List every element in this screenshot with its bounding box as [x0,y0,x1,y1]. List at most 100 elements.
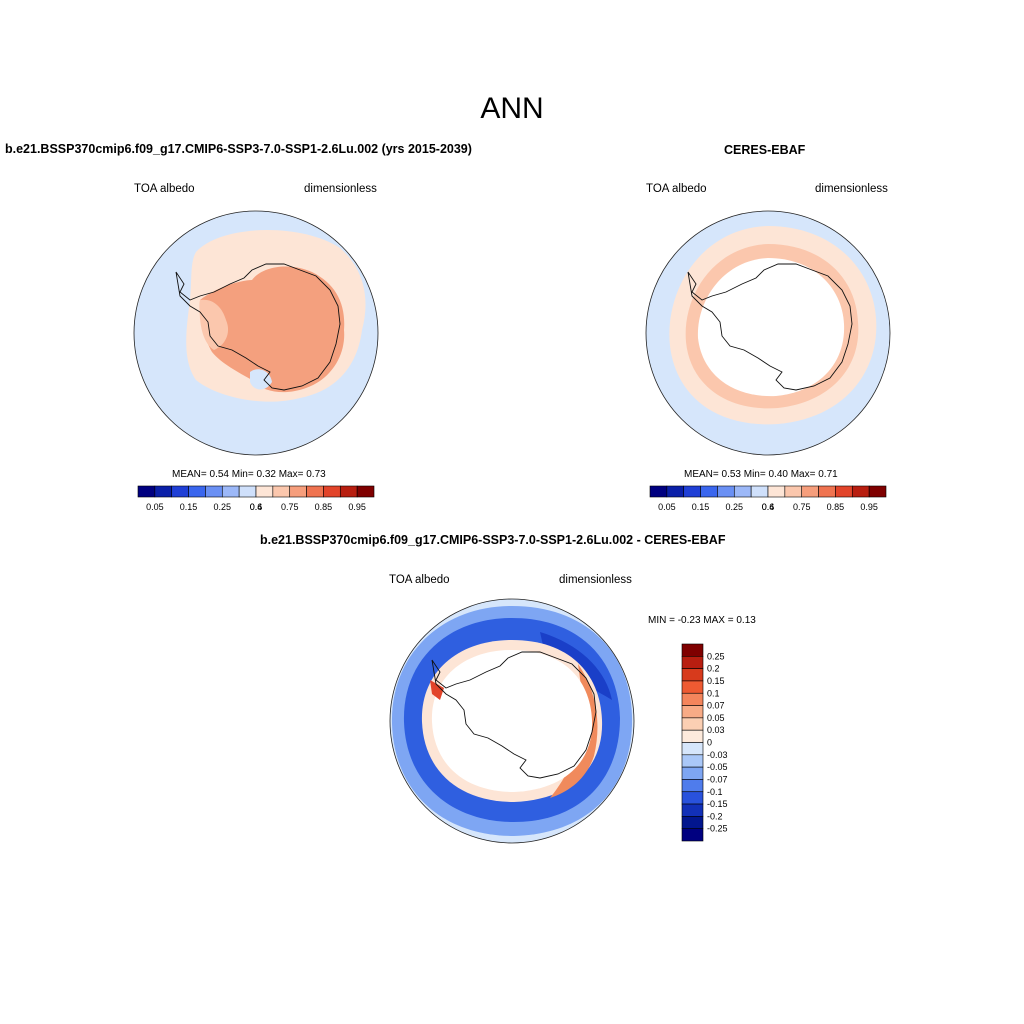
model-colorbar-tick-label: 0.75 [281,502,299,512]
obs-stats: MEAN= 0.53 Min= 0.40 Max= 0.71 [684,469,838,480]
diff-colorbar-tick-label: 0.05 [707,713,725,723]
obs-colorbar-tick-label: 0.6 [762,502,775,512]
diff-colorbar-tick-label: 0.1 [707,688,720,698]
obs-colorbar-tick-label: 0.85 [827,502,845,512]
model-colorbar-swatch [137,485,156,498]
obs-colorbar-swatch [733,485,752,498]
model-colorbar-swatch [289,485,307,498]
obs-colorbar-tick-label: 0.4 [762,502,775,512]
diff-units-label: dimensionless [559,574,632,586]
diff-map [389,598,635,844]
model-coastline [175,263,341,391]
diff-colorbar-swatch [681,803,704,817]
model-colorbar-swatch [238,485,257,498]
model-colorbar-tick-label: 0.4 [250,502,263,512]
obs-colorbar-swatch [868,485,887,498]
obs-units-label: dimensionless [815,183,888,195]
diff-colorbar-swatch [681,816,704,829]
model-stats: MEAN= 0.54 Min= 0.32 Max= 0.73 [172,469,326,480]
obs-colorbar-swatch [784,485,803,498]
diff-colorbar-tick-label: 0 [707,738,712,748]
diff-colorbar-swatch [681,828,704,842]
diff-colorbar-tick-label: 0.25 [707,651,725,661]
diff-colorbar-tick-label: -0.1 [707,787,723,797]
model-ross-sea-patch [250,369,272,390]
obs-colorbar-tick-label: 0.95 [860,502,878,512]
obs-colorbar-swatch [750,485,769,498]
obs-colorbar-tick-label: 0.75 [793,502,811,512]
obs-colorbar-swatch [666,485,685,498]
model-colorbar-swatch [339,485,358,498]
diff-colorbar-tick-label: 0.15 [707,676,725,686]
diff-colorbar-tick-label: -0.2 [707,811,723,821]
model-colorbar-tick-label: 0.05 [146,502,164,512]
diff-colorbar-swatch [681,742,704,756]
model-peninsula-band [199,299,229,350]
diff-colorbar-swatch [681,705,704,719]
obs-missing-data-region [697,258,845,397]
model-colorbar-swatch [356,485,375,498]
diff-colorbar-swatch [681,692,704,706]
model-colorbar-swatch [323,485,341,498]
diff-colorbar-tick-label: -0.25 [707,824,728,834]
diff-colorbar-tick-label: 0.03 [707,725,725,735]
obs-colorbar-swatch [835,485,853,498]
diff-colorbar-tick-label: 0.2 [707,664,720,674]
obs-colorbar-swatch [767,485,786,498]
model-colorbar-swatch [255,485,274,498]
diff-colorbar-swatch [681,717,704,731]
model-variable-label: TOA albedo [134,183,195,195]
model-colorbar-swatch [221,485,240,498]
model-colorbar-swatch [306,485,324,498]
obs-colorbar-tick-label: 0.05 [658,502,676,512]
model-colorbar-swatch [272,485,291,498]
diff-peninsula-positive [430,680,444,700]
model-colorbar-swatch [154,485,173,498]
model-map [133,210,379,456]
model-colorbar-swatch [205,485,223,498]
figure-title: ANN [480,92,544,125]
diff-colorbar-swatch [681,754,704,768]
diff-colorbar: 0.25 0.2 0.15 0.1 0.07 0.05 0.03 0 -0.03 -0.05 -0.… [681,643,728,842]
diff-variable-label: TOA albedo [389,574,450,586]
diff-colorbar-swatch [681,766,704,780]
diff-panel-title: b.e21.BSSP370cmip6.f09_g17.CMIP6-SSP3-7.… [260,533,726,547]
diff-colorbar-tick-label: -0.03 [707,750,728,760]
obs-colorbar-swatch [683,485,701,498]
obs-colorbar-swatch [801,485,819,498]
obs-map-boundary [645,210,891,456]
model-colorbar-swatch [171,485,189,498]
obs-colorbar: 0.05 0.15 0.25 0.40.6 0.75 0.85 0.95 [649,485,887,512]
model-colorbar-tick-label: 0.25 [214,502,232,512]
diff-colorbar-swatch [681,680,704,694]
obs-colorbar-tick-label: 0.15 [692,502,710,512]
obs-panel-title: CERES-EBAF [724,143,806,157]
obs-colorbar-swatch [649,485,668,498]
diff-colorbar-tick-label: 0.07 [707,701,725,711]
model-map-boundary [133,210,379,456]
model-colorbar-tick-label: 0.95 [348,502,366,512]
model-colorbar-tick-label: 0.85 [315,502,333,512]
diff-colorbar-swatch [681,643,704,657]
diff-colorbar-swatch [681,779,704,793]
obs-colorbar-swatch [851,485,870,498]
diff-map-boundary [389,598,635,844]
diff-coastline [431,651,597,779]
diff-colorbar-swatch [681,668,704,682]
obs-coastline [687,263,853,391]
model-panel-title: b.e21.BSSP370cmip6.f09_g17.CMIP6-SSP3-7.… [5,142,472,156]
diff-colorbar-tick-label: -0.15 [707,799,728,809]
diff-colorbar-tick-label: -0.05 [707,762,728,772]
model-antarctic-high-albedo [199,266,345,393]
diff-colorbar-swatch [681,791,704,805]
obs-colorbar-tick-label: 0.25 [726,502,744,512]
obs-colorbar-swatch [700,485,718,498]
model-colorbar-tick-label: 0.15 [180,502,198,512]
diff-colorbar-tick-label: -0.07 [707,774,728,784]
diff-minmax: MIN = -0.23 MAX = 0.13 [648,615,756,626]
model-colorbar-tick-label: 0.6 [250,502,263,512]
model-colorbar-swatch [188,485,206,498]
obs-variable-label: TOA albedo [646,183,707,195]
diff-colorbar-swatch [681,729,704,743]
